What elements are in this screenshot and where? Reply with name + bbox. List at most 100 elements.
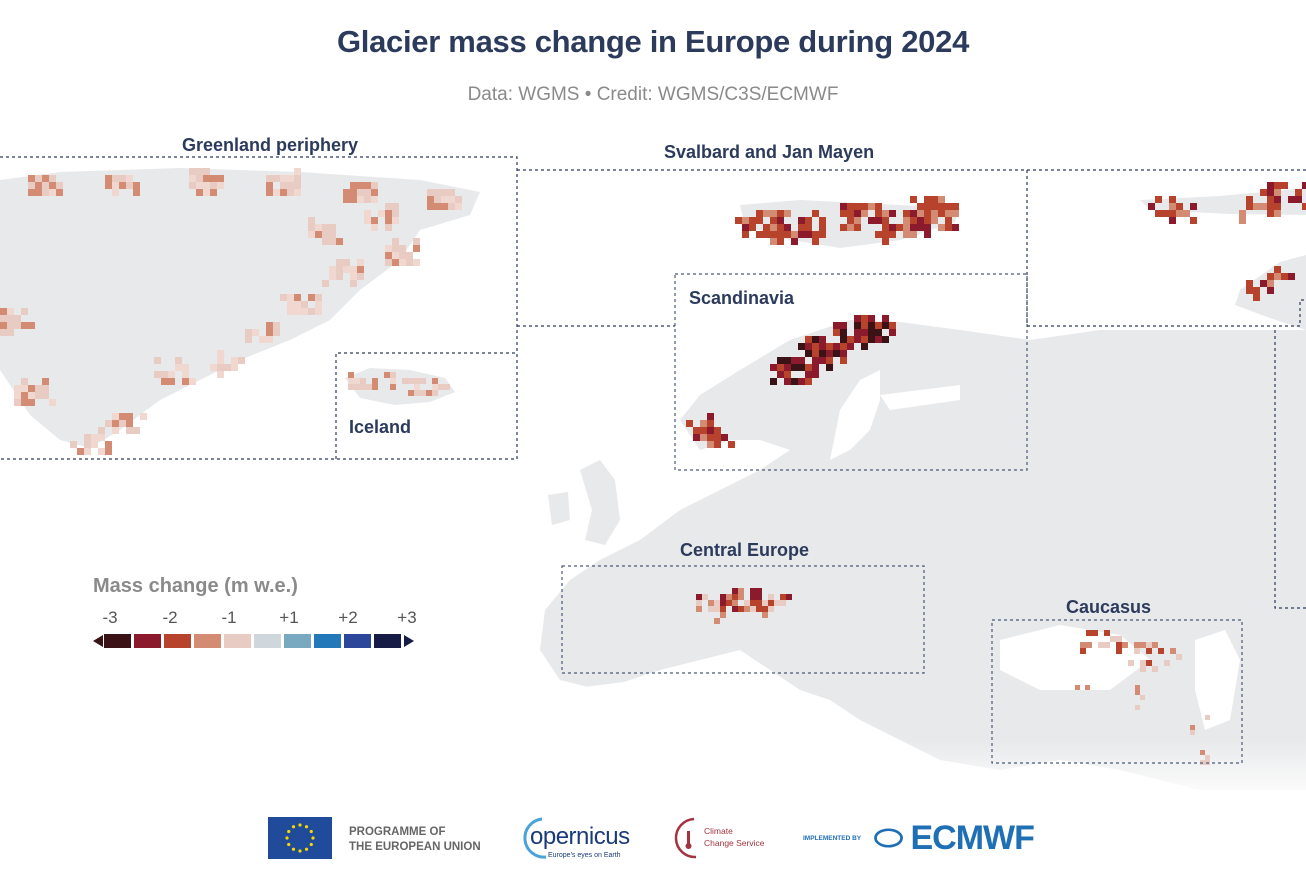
glacier-cell [1116, 636, 1122, 642]
glacier-cell [938, 196, 945, 203]
glacier-cell [756, 210, 763, 217]
glacier-cell [1086, 642, 1092, 648]
glacier-cell [1104, 642, 1110, 648]
glacier-cell [1176, 203, 1183, 210]
legend-swatch [164, 634, 191, 648]
glacier-cell [812, 343, 819, 350]
glacier-cell [732, 588, 738, 594]
glacier-cell [1110, 636, 1116, 642]
glacier-cell [700, 427, 707, 434]
glacier-cell [812, 357, 819, 364]
glacier-cell [329, 266, 336, 273]
glacier-cell [763, 231, 770, 238]
glacier-cell [819, 231, 826, 238]
glacier-cell [112, 175, 119, 182]
glacier-cell [308, 294, 315, 301]
glacier-cell [357, 189, 364, 196]
glacier-cell [14, 322, 21, 329]
glacier-cell [84, 434, 91, 441]
glacier-cell [432, 378, 438, 384]
glacier-cell [875, 210, 882, 217]
glacier-cell [1267, 189, 1274, 196]
glacier-cell [756, 600, 762, 606]
glacier-cell [35, 182, 42, 189]
glacier-cell [322, 238, 329, 245]
glacier-cell [287, 175, 294, 182]
glacier-cell [882, 238, 889, 245]
glacier-cell [735, 217, 742, 224]
glacier-cell [0, 315, 7, 322]
glacier-cell [196, 168, 203, 175]
glacier-cell [903, 231, 910, 238]
glacier-cell [455, 203, 462, 210]
glacier-cell [707, 434, 714, 441]
glacier-cell [245, 329, 252, 336]
glacier-cell [385, 259, 392, 266]
glacier-cell [1267, 196, 1274, 203]
glacier-cell [294, 168, 301, 175]
glacier-cell [168, 371, 175, 378]
glacier-cell [434, 196, 441, 203]
glacier-cell [280, 182, 287, 189]
glacier-cell [696, 606, 702, 612]
glacier-cell [791, 364, 798, 371]
glacier-cell [889, 210, 896, 217]
glacier-cell [7, 308, 14, 315]
glacier-cell [924, 203, 931, 210]
glacier-cell [364, 196, 371, 203]
glacier-cell [238, 357, 245, 364]
glacier-cell [910, 210, 917, 217]
copernicus-wordmark: opernicus [530, 823, 630, 850]
glacier-cell [357, 273, 364, 280]
copernicus-tagline: Europe's eyes on Earth [548, 852, 621, 859]
glacier-cell [189, 175, 196, 182]
glacier-cell [780, 594, 786, 600]
glacier-cell [1302, 182, 1306, 189]
glacier-cell [21, 378, 28, 385]
glacier-cell [385, 210, 392, 217]
glacier-cell [287, 308, 294, 315]
glacier-cell [112, 182, 119, 189]
glacier-cell [210, 364, 217, 371]
glacier-cell [1116, 648, 1122, 654]
ecmwf-logo: ⬭ ECMWF [874, 819, 1035, 858]
glacier-cell [105, 448, 112, 455]
glacier-cell [1135, 685, 1140, 690]
label-greenland: Greenland periphery [182, 135, 359, 155]
glacier-cell [931, 210, 938, 217]
glacier-cell [161, 371, 168, 378]
glacier-cell [126, 427, 133, 434]
glacier-cell [112, 189, 119, 196]
glacier-cell [133, 427, 140, 434]
glacier-cell [196, 189, 203, 196]
glacier-cell [441, 189, 448, 196]
glacier-cell [1274, 210, 1281, 217]
glacier-cell [1253, 287, 1260, 294]
glacier-cell [28, 322, 35, 329]
glacier-cell [322, 224, 329, 231]
glacier-cell [266, 175, 273, 182]
glacier-cell [413, 259, 420, 266]
glacier-cell [56, 189, 63, 196]
glacier-cell [441, 203, 448, 210]
glacier-cell [105, 441, 112, 448]
glacier-cell [385, 224, 392, 231]
glacier-cell [786, 594, 792, 600]
eu-flag-icon [268, 817, 332, 859]
glacier-cell [875, 329, 882, 336]
glacier-cell [1295, 189, 1302, 196]
glacier-cell [1246, 196, 1253, 203]
glacier-cell [182, 371, 189, 378]
glacier-cell [1140, 695, 1145, 700]
glacier-cell [693, 434, 700, 441]
glacier-cell [903, 224, 910, 231]
glacier-cell [805, 224, 812, 231]
glacier-cell [732, 606, 738, 612]
glacier-cell [777, 364, 784, 371]
glacier-cell [390, 378, 396, 384]
glacier-cell [315, 308, 322, 315]
glacier-cell [21, 399, 28, 406]
glacier-cell [882, 315, 889, 322]
glacier-cell [1183, 210, 1190, 217]
